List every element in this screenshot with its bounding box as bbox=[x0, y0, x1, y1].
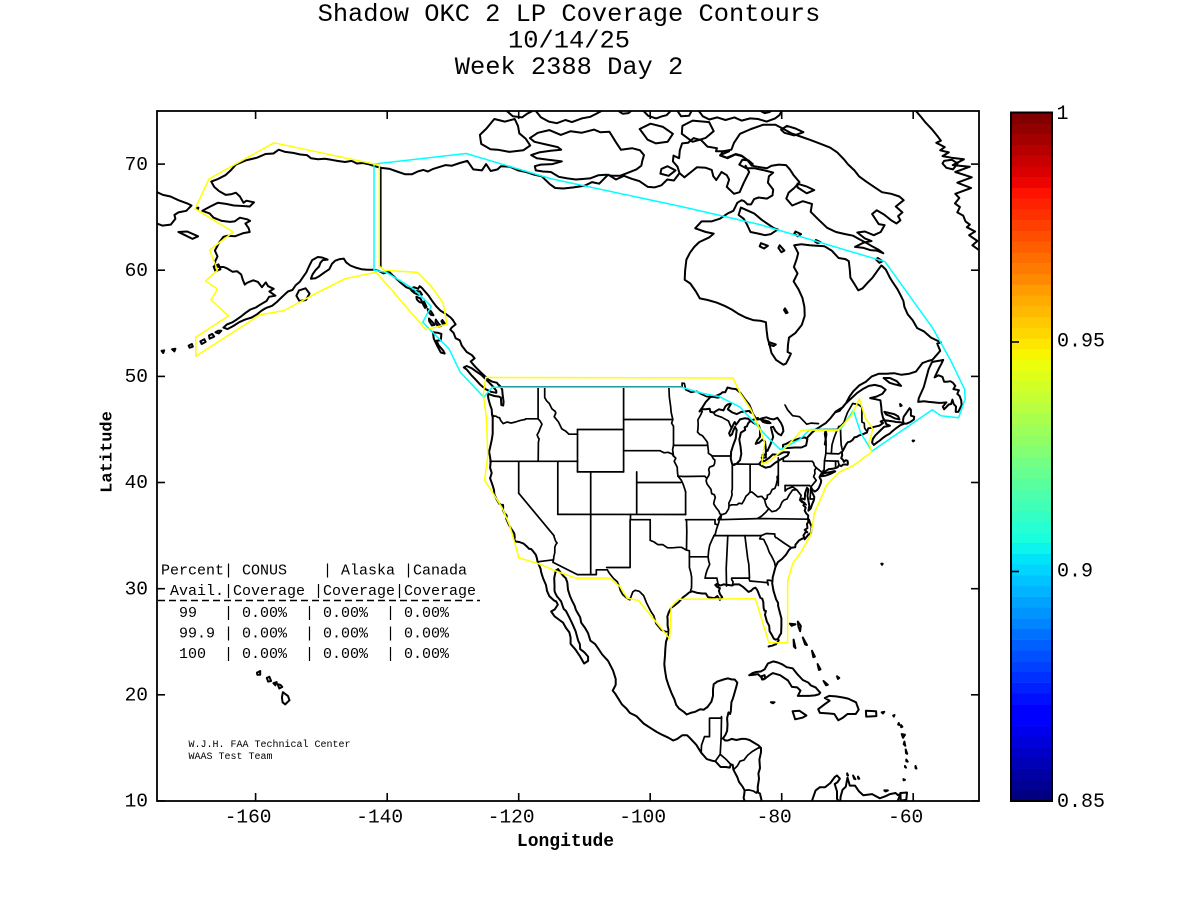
svg-text:60: 60 bbox=[125, 260, 148, 282]
svg-text:WAAS Test Team: WAAS Test Team bbox=[189, 752, 273, 763]
svg-text:10: 10 bbox=[125, 791, 148, 813]
svg-text:Week 2388 Day 2: Week 2388 Day 2 bbox=[455, 53, 684, 82]
svg-text:30: 30 bbox=[125, 578, 148, 600]
svg-text:10/14/25: 10/14/25 bbox=[508, 27, 630, 56]
svg-text:100 | 0.00% | 0.00% | 0.00%: 100 | 0.00% | 0.00% | 0.00% bbox=[161, 646, 450, 663]
svg-text:Avail.|Coverage |Coverage|Cove: Avail.|Coverage |Coverage|Coverage bbox=[161, 583, 476, 600]
svg-text:-80: -80 bbox=[757, 807, 792, 829]
svg-text:40: 40 bbox=[125, 472, 148, 494]
svg-text:Longitude: Longitude bbox=[517, 832, 614, 852]
svg-text:Latitude: Latitude bbox=[99, 411, 118, 493]
svg-text:-160: -160 bbox=[225, 807, 272, 829]
svg-text:Shadow OKC 2 LP Coverage Conto: Shadow OKC 2 LP Coverage Contours bbox=[318, 0, 821, 29]
svg-text:-140: -140 bbox=[356, 807, 403, 829]
svg-text:-120: -120 bbox=[488, 807, 535, 829]
svg-text:0.9: 0.9 bbox=[1057, 561, 1093, 584]
svg-text:1: 1 bbox=[1057, 103, 1069, 126]
svg-text:99.9 | 0.00% | 0.00% | 0.00%: 99.9 | 0.00% | 0.00% | 0.00% bbox=[161, 626, 450, 643]
svg-text:99 | 0.00% | 0.00% | 0.00%: 99 | 0.00% | 0.00% | 0.00% bbox=[161, 605, 450, 622]
svg-text:-100: -100 bbox=[619, 807, 666, 829]
svg-text:70: 70 bbox=[125, 154, 148, 176]
svg-text:0.85: 0.85 bbox=[1057, 791, 1105, 814]
svg-text:0.95: 0.95 bbox=[1057, 331, 1105, 354]
svg-text:W.J.H. FAA Technical Center: W.J.H. FAA Technical Center bbox=[189, 739, 351, 751]
svg-text:Percent| CONUS | Alaska |Ca: Percent| CONUS | Alaska |Canada bbox=[161, 562, 467, 579]
svg-text:50: 50 bbox=[125, 366, 148, 388]
svg-text:-60: -60 bbox=[888, 807, 923, 829]
svg-text:20: 20 bbox=[125, 685, 148, 707]
